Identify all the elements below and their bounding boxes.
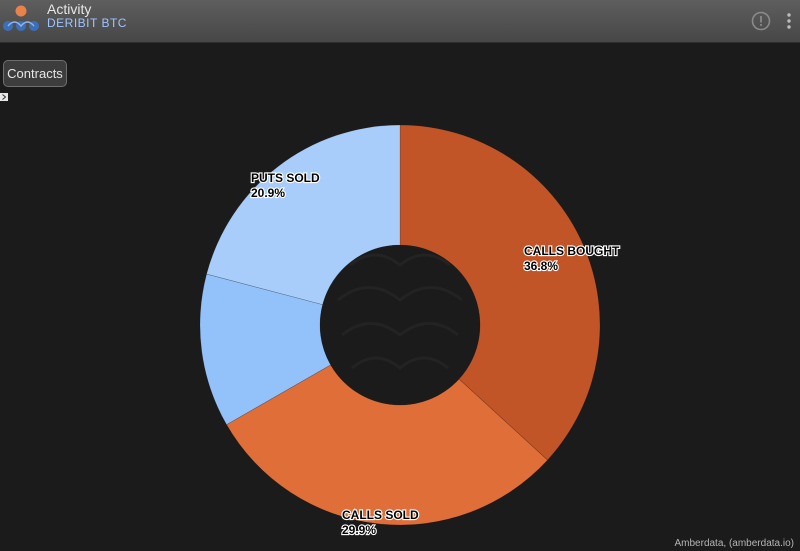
- exchange-subtitle: DERIBIT BTC: [47, 16, 127, 30]
- amberdata-logo-icon: [3, 5, 39, 31]
- info-circle-icon[interactable]: [751, 11, 771, 31]
- page-title: Activity: [47, 1, 92, 17]
- slice-value-calls-sold: 29.9%: [342, 523, 376, 537]
- slice-value-calls-bought: 36.8%: [524, 259, 558, 273]
- header-bar: Activity DERIBIT BTC: [0, 0, 800, 43]
- slice-label-calls-bought: CALLS BOUGHT: [524, 244, 620, 258]
- chevron-right-icon[interactable]: [0, 93, 8, 101]
- chart-credit: Amberdata, (amberdata.io): [674, 538, 794, 549]
- slice-label-puts-sold: PUTS SOLD: [251, 171, 320, 185]
- donut-hole: [320, 245, 480, 405]
- vertical-dots-menu-icon[interactable]: [783, 11, 795, 31]
- slice-label-calls-sold: CALLS SOLD: [342, 508, 419, 522]
- amberdata-watermark-icon: [337, 253, 463, 370]
- slice-value-puts-sold: 20.9%: [251, 186, 285, 200]
- donut-slices: [199, 124, 601, 526]
- contracts-button[interactable]: Contracts: [3, 60, 67, 87]
